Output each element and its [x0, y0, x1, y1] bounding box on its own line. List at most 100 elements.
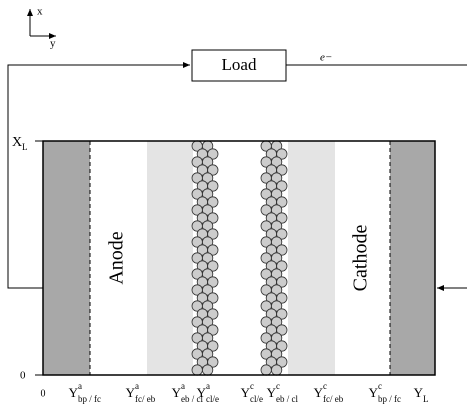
particle [276, 244, 288, 256]
particle [202, 268, 214, 280]
boundary-label: Y [314, 385, 324, 400]
boundary-sub: eb / cl [181, 394, 203, 404]
bipolar-plate-anode [43, 141, 90, 375]
particle [202, 156, 214, 168]
particle [207, 308, 219, 320]
particle [207, 324, 219, 336]
particle [276, 196, 288, 208]
particle [202, 252, 214, 264]
boundary-label: Y [414, 385, 424, 400]
particle [270, 332, 283, 344]
particle [207, 212, 219, 224]
particle [270, 172, 283, 184]
particle [276, 164, 288, 176]
particle [202, 332, 214, 344]
particle [270, 188, 283, 200]
particle [207, 276, 219, 288]
particle [260, 364, 272, 376]
particle [202, 364, 214, 376]
boundary-sup: c [323, 381, 327, 391]
particle [276, 212, 288, 224]
particle [270, 236, 283, 248]
boundary-sup: c [276, 381, 280, 391]
electrode-backing-cathode [288, 141, 335, 375]
xl-label: X [12, 135, 22, 150]
boundary-sub: cl/e [206, 394, 219, 404]
particle [202, 284, 214, 296]
particle [207, 180, 219, 192]
particle [270, 284, 283, 296]
particle [276, 292, 288, 304]
boundary-label: Y [369, 385, 379, 400]
particle [202, 172, 214, 184]
particle [270, 156, 283, 168]
particle [276, 308, 288, 320]
load-label: Load [222, 55, 257, 74]
particle [207, 260, 219, 272]
particle [207, 148, 219, 160]
boundary-sup: a [206, 381, 210, 391]
particle [207, 244, 219, 256]
origin-label: 0 [20, 370, 26, 382]
cell-outline [42, 140, 436, 376]
boundary-label: Y [197, 385, 207, 400]
particle [276, 180, 288, 192]
boundary-sup: a [181, 381, 185, 391]
particle [276, 356, 288, 368]
boundary-sub: fc/ eb [323, 394, 344, 404]
particle [270, 252, 283, 264]
boundary-sup: a [135, 381, 139, 391]
particle [270, 300, 283, 312]
particle [270, 268, 283, 280]
boundary-label: Y [69, 385, 79, 400]
particle [207, 340, 219, 352]
boundary-label: Y [241, 385, 251, 400]
particle [202, 300, 214, 312]
boundary-sup: a [78, 381, 82, 391]
boundary-sub: L [423, 394, 429, 404]
particle [276, 260, 288, 272]
particle [270, 348, 283, 360]
boundary-label: Y [172, 385, 182, 400]
particle [276, 324, 288, 336]
boundary-sup: c [250, 381, 254, 391]
particle [270, 220, 283, 232]
electrode-backing-anode [147, 141, 193, 375]
particle [202, 236, 214, 248]
particle [207, 228, 219, 240]
particle [270, 204, 283, 216]
cathode-label: Cathode [350, 225, 372, 292]
anode-label: Anode [106, 231, 128, 284]
boundary-sub: fc/ eb [135, 394, 156, 404]
particle [276, 228, 288, 240]
particle [276, 340, 288, 352]
boundary-label: Y [267, 385, 277, 400]
boundary-sup: c [378, 381, 382, 391]
wire-left [7, 62, 190, 289]
particle [276, 148, 288, 160]
load-box [191, 49, 287, 82]
electron-label: e− [320, 52, 332, 64]
particle [207, 356, 219, 368]
y-axis-label: y [50, 38, 56, 50]
particle [202, 188, 214, 200]
catalyst-layers [191, 140, 288, 376]
xl-subscript: L [22, 142, 28, 152]
boundary-sub: bp / fc [378, 394, 401, 404]
boundary-label: 0 [41, 388, 46, 399]
particle [202, 316, 214, 328]
boundary-label: Y [126, 385, 136, 400]
particle [270, 316, 283, 328]
bipolar-plate-cathode [390, 141, 435, 375]
particle [202, 348, 214, 360]
particle [202, 204, 214, 216]
particle [207, 164, 219, 176]
boundary-sub: bp / fc [78, 394, 101, 404]
particle [207, 196, 219, 208]
boundary-sub: eb / cl [276, 394, 298, 404]
particle [202, 220, 214, 232]
particle [270, 364, 283, 376]
particle [276, 276, 288, 288]
